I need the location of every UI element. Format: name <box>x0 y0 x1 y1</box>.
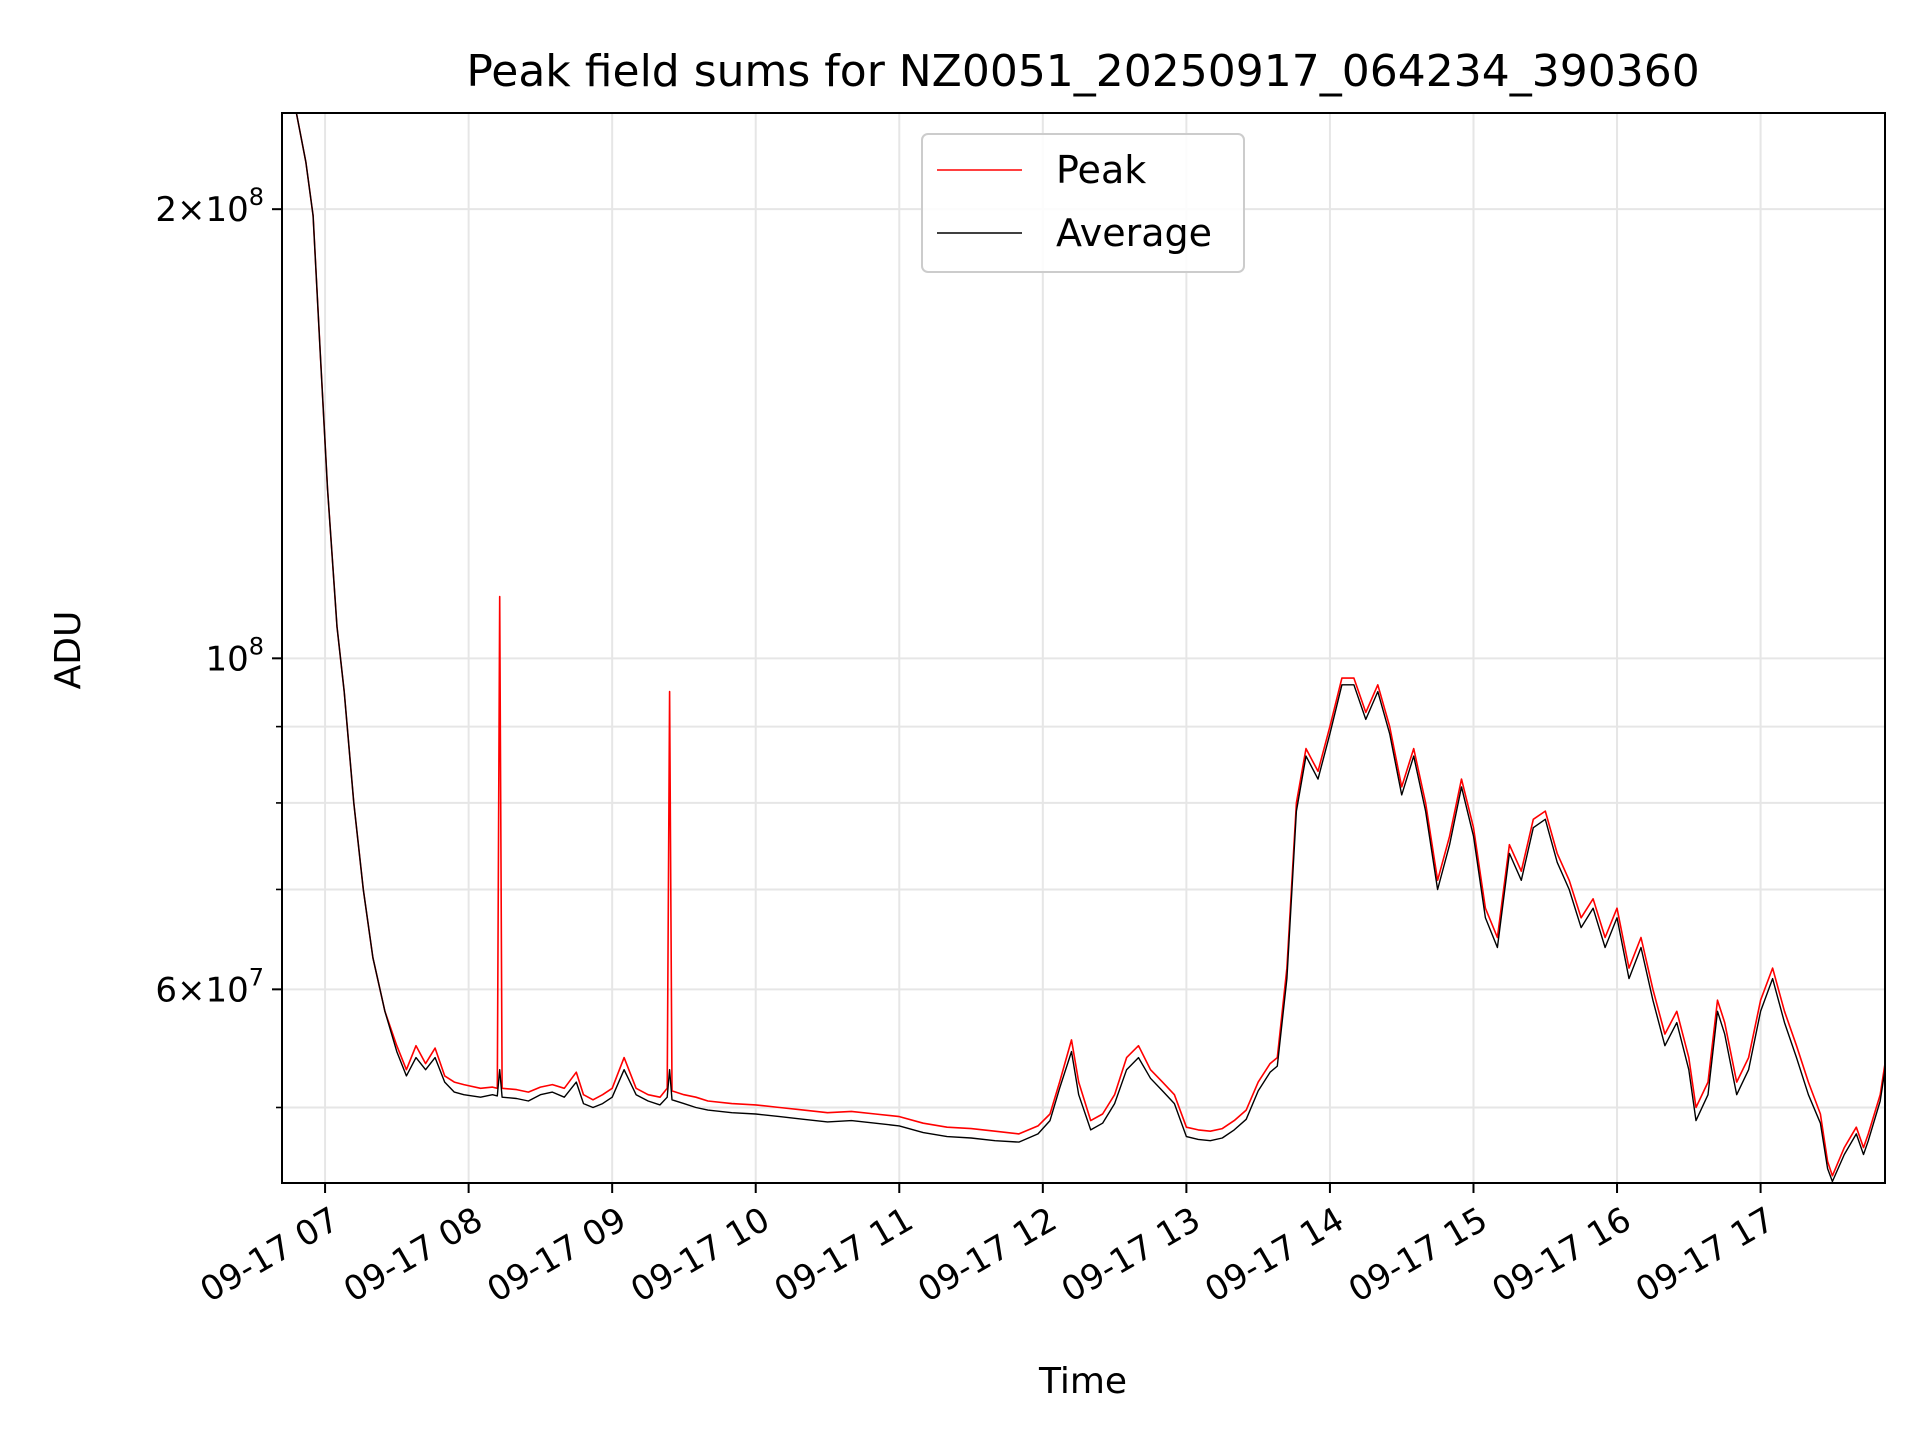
grid <box>282 113 1885 1183</box>
legend: Peak Average <box>921 133 1245 273</box>
plot-frame <box>281 112 1886 1184</box>
x-tick-label: 09-17 17 <box>1629 1200 1781 1311</box>
y-tick-label: 2×108 <box>155 183 264 230</box>
legend-box <box>921 133 1245 273</box>
y-tick-label: 6×107 <box>155 963 264 1010</box>
x-tick-label: 09-17 09 <box>481 1200 633 1311</box>
x-tick-label: 09-17 10 <box>624 1200 776 1311</box>
x-tick-label: 09-17 11 <box>768 1200 920 1311</box>
x-tick-label: 09-17 13 <box>1055 1200 1207 1311</box>
series-line-peak <box>282 112 1886 1177</box>
plot-lines <box>282 112 1886 1183</box>
series-line-average <box>282 112 1886 1183</box>
x-tick-label: 09-17 12 <box>911 1200 1063 1311</box>
y-axis: 2×108 108 6×107 <box>155 183 282 1109</box>
x-tick-label: 09-17 15 <box>1342 1200 1494 1311</box>
x-tick-label: 09-17 14 <box>1198 1200 1350 1311</box>
y-axis-label: ADU <box>48 611 89 690</box>
x-tick-label: 09-17 07 <box>194 1200 346 1311</box>
legend-label-average: Average <box>1056 211 1212 255</box>
y-tick-label: 108 <box>205 632 264 679</box>
chart-title: Peak field sums for NZ0051_20250917_0642… <box>466 46 1699 97</box>
x-tick-label: 09-17 08 <box>337 1200 489 1311</box>
x-tick-label: 09-17 16 <box>1486 1200 1638 1311</box>
legend-label-peak: Peak <box>1056 148 1146 192</box>
x-axis-label: Time <box>1038 1361 1127 1402</box>
